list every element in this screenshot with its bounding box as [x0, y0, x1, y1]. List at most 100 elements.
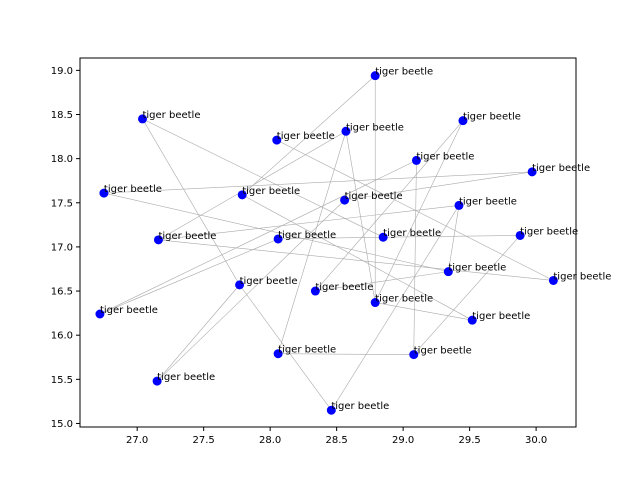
data-point	[272, 135, 282, 145]
edge-line	[413, 160, 417, 355]
point-label: tiger beetle	[459, 196, 517, 207]
y-tick-label: 17.0	[51, 242, 73, 253]
data-point	[326, 405, 336, 415]
point-label: tiger beetle	[472, 311, 530, 322]
y-tick-label: 18.0	[51, 154, 73, 165]
point-label: tiger beetle	[532, 163, 590, 174]
point-label: tiger beetle	[278, 345, 336, 356]
point-label: tiger beetle	[375, 294, 433, 305]
data-point	[137, 114, 147, 124]
data-point	[454, 200, 464, 210]
point-label: tiger beetle	[520, 226, 578, 237]
data-point	[273, 349, 283, 359]
x-tick-label: 30.0	[525, 435, 547, 446]
y-tick-label: 15.5	[51, 375, 73, 386]
data-point	[95, 309, 105, 319]
edge-line	[242, 194, 473, 321]
point-label: tiger beetle	[414, 346, 472, 357]
data-point	[99, 188, 109, 198]
edge-line	[278, 236, 384, 240]
points-layer: tiger beetle tiger beetle tiger beetle tige…	[95, 67, 611, 415]
y-tick-label: 19.0	[51, 66, 73, 77]
data-point	[548, 275, 558, 285]
x-tick-label: 27.5	[193, 435, 215, 446]
data-point	[310, 286, 320, 296]
point-label: tiger beetle	[158, 231, 216, 242]
edge-line	[448, 205, 460, 272]
edge-line	[142, 118, 240, 286]
point-label: tiger beetle	[240, 276, 298, 287]
point-label: tiger beetle	[331, 401, 389, 412]
x-tick-label: 28.5	[326, 435, 348, 446]
point-label: tiger beetle	[242, 186, 300, 197]
point-label: tiger beetle	[463, 112, 521, 123]
x-axis: 27.0 27.5 28.0 28.5 29.0 29.5 30.0	[126, 427, 547, 446]
point-label: tiger beetle	[375, 67, 433, 78]
point-label: tiger beetle	[346, 122, 404, 133]
edge-line	[344, 171, 533, 201]
y-tick-label: 18.5	[51, 110, 73, 121]
x-tick-label: 28.0	[259, 435, 281, 446]
edge-line	[375, 302, 473, 321]
data-point	[152, 376, 162, 386]
data-point	[443, 267, 453, 277]
point-label: tiger beetle	[315, 282, 373, 293]
edge-line	[242, 75, 376, 196]
data-point	[341, 126, 351, 136]
data-point	[467, 315, 477, 325]
x-tick-label: 29.0	[392, 435, 414, 446]
point-label: tiger beetle	[278, 230, 336, 241]
data-point	[458, 116, 468, 126]
y-tick-label: 16.5	[51, 287, 73, 298]
data-point	[237, 190, 247, 200]
data-point	[411, 155, 421, 165]
edge-line	[158, 205, 460, 241]
point-label: tiger beetle	[157, 372, 215, 383]
data-point	[370, 298, 380, 308]
point-label: tiger beetle	[100, 305, 158, 316]
point-label: tiger beetle	[448, 263, 506, 274]
data-point	[153, 235, 163, 245]
edge-line	[315, 271, 449, 292]
y-tick-label: 17.5	[51, 198, 73, 209]
data-point	[527, 167, 537, 177]
edge-line	[239, 284, 332, 411]
point-label: tiger beetle	[104, 184, 162, 195]
edge-line	[413, 235, 521, 355]
data-point	[235, 280, 245, 290]
data-point	[340, 195, 350, 205]
data-point	[515, 230, 525, 240]
edge-line	[158, 239, 554, 281]
edge-line	[103, 171, 533, 194]
y-tick-label: 15.0	[51, 419, 73, 430]
point-label: tiger beetle	[383, 228, 441, 239]
data-point	[378, 232, 388, 242]
edge-line	[99, 238, 279, 315]
point-label: tiger beetle	[142, 110, 200, 121]
edge-line	[331, 205, 460, 411]
data-point	[273, 234, 283, 244]
edge-line	[374, 120, 464, 303]
edges-layer	[99, 75, 554, 411]
edge-line	[103, 192, 449, 272]
data-point	[370, 71, 380, 81]
y-tick-label: 16.0	[51, 331, 73, 342]
point-label: tiger beetle	[277, 131, 335, 142]
edge-line	[142, 118, 384, 238]
y-axis: 15.0 15.5 16.0 16.5 17.0 17.5 18.0 18.5 19.0	[51, 66, 80, 430]
edge-line	[156, 284, 240, 382]
edge-line	[99, 160, 417, 315]
edge-line	[383, 235, 521, 238]
point-label: tiger beetle	[416, 151, 474, 162]
edge-line	[277, 131, 347, 354]
edge-line	[156, 199, 345, 382]
data-point	[409, 350, 419, 360]
point-label: tiger beetle	[553, 271, 611, 282]
edge-line	[278, 353, 414, 355]
edge-line	[315, 120, 464, 292]
x-tick-label: 27.0	[126, 435, 148, 446]
x-tick-label: 29.5	[458, 435, 480, 446]
point-label: tiger beetle	[345, 191, 403, 202]
edge-line	[345, 131, 376, 303]
